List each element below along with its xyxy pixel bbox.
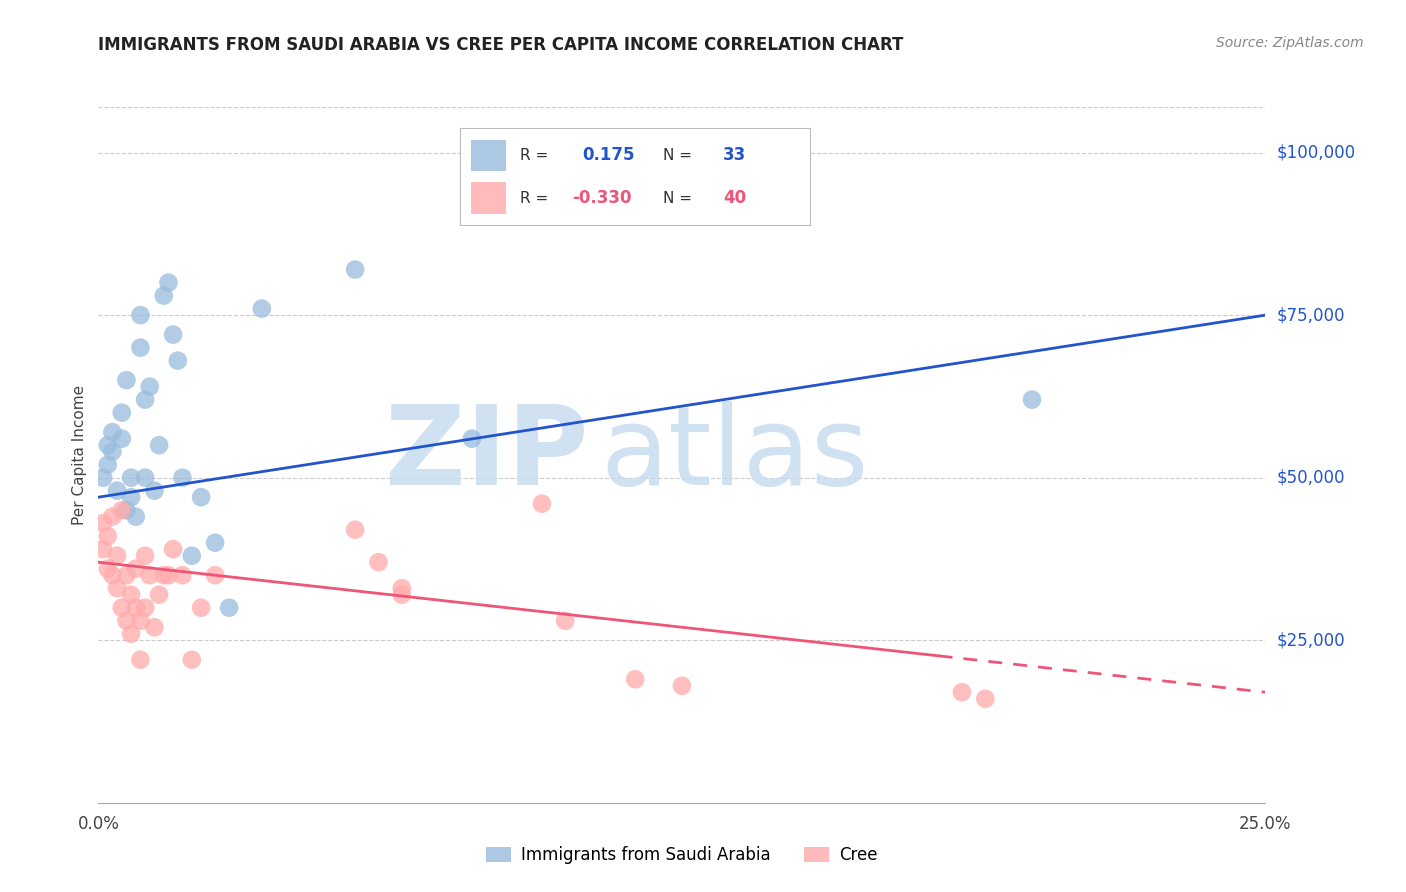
Point — [111, 600, 134, 615]
Point — [671, 679, 693, 693]
Text: Source: ZipAtlas.com: Source: ZipAtlas.com — [1216, 36, 1364, 50]
Point — [172, 568, 194, 582]
Point — [143, 483, 166, 498]
Point — [974, 691, 997, 706]
Point — [125, 600, 148, 615]
Point — [97, 438, 120, 452]
Point — [120, 490, 142, 504]
Point — [105, 581, 128, 595]
Point — [162, 542, 184, 557]
Point — [344, 523, 367, 537]
Point — [115, 503, 138, 517]
Point — [624, 672, 647, 686]
Point — [120, 626, 142, 640]
Point — [129, 653, 152, 667]
Point — [105, 549, 128, 563]
Text: $75,000: $75,000 — [1277, 306, 1346, 324]
Point — [97, 458, 120, 472]
Point — [172, 471, 194, 485]
Text: $100,000: $100,000 — [1277, 144, 1355, 161]
Text: $25,000: $25,000 — [1277, 632, 1346, 649]
Point — [115, 568, 138, 582]
Point — [152, 568, 174, 582]
Point — [950, 685, 973, 699]
Point — [218, 600, 240, 615]
Point — [101, 509, 124, 524]
Point — [129, 614, 152, 628]
Point — [125, 562, 148, 576]
Point — [115, 614, 138, 628]
Point — [111, 406, 134, 420]
Point — [91, 471, 114, 485]
Point — [190, 600, 212, 615]
Point — [120, 588, 142, 602]
Point — [162, 327, 184, 342]
Point — [461, 432, 484, 446]
Point — [125, 509, 148, 524]
Point — [157, 568, 180, 582]
Point — [134, 600, 156, 615]
Point — [143, 620, 166, 634]
Point — [139, 568, 162, 582]
Point — [134, 549, 156, 563]
Point — [101, 425, 124, 439]
Text: atlas: atlas — [600, 401, 869, 508]
Point — [391, 588, 413, 602]
Point — [111, 432, 134, 446]
Point — [134, 392, 156, 407]
Point — [101, 568, 124, 582]
Text: IMMIGRANTS FROM SAUDI ARABIA VS CREE PER CAPITA INCOME CORRELATION CHART: IMMIGRANTS FROM SAUDI ARABIA VS CREE PER… — [98, 36, 904, 54]
Point — [148, 588, 170, 602]
Point — [180, 549, 202, 563]
Legend: Immigrants from Saudi Arabia, Cree: Immigrants from Saudi Arabia, Cree — [479, 839, 884, 871]
Point — [111, 503, 134, 517]
Point — [91, 542, 114, 557]
Point — [97, 529, 120, 543]
Point — [204, 568, 226, 582]
Point — [148, 438, 170, 452]
Point — [129, 308, 152, 322]
Text: $50,000: $50,000 — [1277, 468, 1346, 487]
Point — [190, 490, 212, 504]
Point — [166, 353, 188, 368]
Point — [115, 373, 138, 387]
Point — [204, 535, 226, 549]
Point — [344, 262, 367, 277]
Point — [1021, 392, 1043, 407]
Point — [152, 288, 174, 302]
Point — [157, 276, 180, 290]
Point — [367, 555, 389, 569]
Point — [250, 301, 273, 316]
Point — [134, 471, 156, 485]
Point — [101, 444, 124, 458]
Y-axis label: Per Capita Income: Per Capita Income — [72, 384, 87, 525]
Point — [139, 379, 162, 393]
Point — [91, 516, 114, 531]
Point — [180, 653, 202, 667]
Point — [530, 497, 553, 511]
Text: ZIP: ZIP — [385, 401, 589, 508]
Point — [129, 341, 152, 355]
Point — [120, 471, 142, 485]
Point — [105, 483, 128, 498]
Point — [97, 562, 120, 576]
Point — [554, 614, 576, 628]
Point — [391, 581, 413, 595]
